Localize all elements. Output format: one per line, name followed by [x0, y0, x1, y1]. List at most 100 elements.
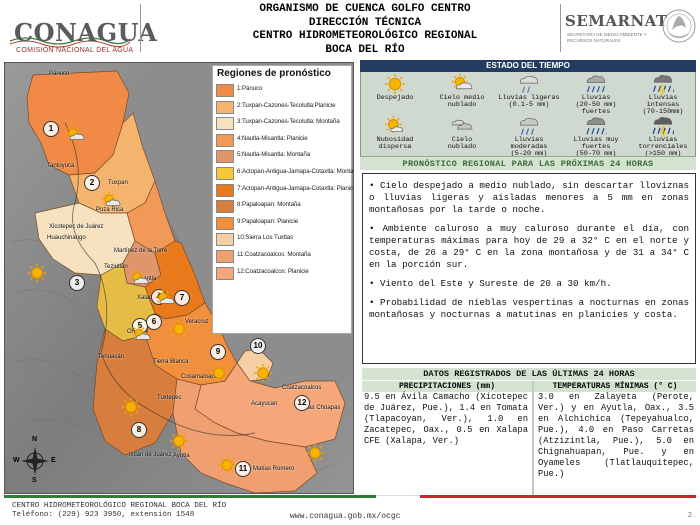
- legend-swatch: [216, 216, 234, 230]
- map-place-label: Ayutla: [173, 453, 190, 459]
- sun-icon: [169, 431, 189, 456]
- legend-entry: 4:Nautla-Misantla: Planicie: [213, 132, 351, 149]
- weather-key-item: Lluvias (20-50 mm) fuertes: [563, 73, 629, 119]
- legend-swatch: [216, 183, 234, 197]
- map-place-label: Poza Rica: [96, 207, 124, 213]
- weather-key-label: Lluvias (20-50 mm) fuertes: [575, 94, 617, 116]
- forecast-region-map: N S E W Pánuco Tantoyuca Tuxpan Poza Rica Xi…: [4, 62, 354, 494]
- legend-entry: 6:Actopan-Antigua-Jamapa-Cotaxtla: Monta…: [213, 165, 354, 182]
- footer-url[interactable]: www.conagua.gob.mx/ocgc: [290, 512, 401, 521]
- legend-label: 4:Nautla-Misantla: Planicie: [237, 134, 308, 142]
- region-marker: 11: [235, 461, 251, 477]
- intense-rain-icon: [630, 73, 696, 95]
- footer-stripe-white: [376, 495, 420, 498]
- legend-label: 12:Coatzacoalcos: Planicie: [237, 267, 309, 275]
- regional-forecast-title: PRONÓSTICO REGIONAL PARA LAS PRÓXIMAS 24…: [360, 156, 696, 170]
- legend-swatch: [216, 133, 234, 147]
- national-seal-icon: [662, 9, 696, 43]
- header-title-block: ORGANISMO DE CUENCA GOLFO CENTRO DIRECCI…: [200, 3, 530, 57]
- weather-key-item: Lluvias torrenciales (>150 mm): [630, 115, 696, 161]
- legend-label: 1:Pánuco: [237, 85, 263, 92]
- footer-phone: Teléfono: (229) 923 3950, extensión 1548: [12, 511, 195, 519]
- conagua-logo-graphic: [9, 37, 131, 48]
- map-place-label: Xalapa: [137, 295, 156, 301]
- sun-icon: [253, 363, 273, 388]
- torrential-rain-icon: [630, 115, 696, 137]
- header-separator-right: [560, 4, 561, 52]
- semarnat-logo-text: SEMARNAT: [565, 12, 668, 30]
- sun-icon: [121, 397, 141, 422]
- map-place-label: Veracruz: [185, 319, 209, 325]
- footer-organization: CENTRO HIDROMETEOROLÓGICO REGIONAL BOCA …: [12, 502, 226, 520]
- sun-icon: [362, 73, 428, 95]
- data-column-separator: [532, 381, 534, 497]
- map-place-label: Martínez de la Torre: [114, 248, 168, 254]
- legend-entry: 9:Papaloapan: Planicie: [213, 215, 351, 232]
- sun-icon: [305, 443, 325, 468]
- weather-key-label: Lluvias moderadas (5-20 mm): [510, 136, 548, 158]
- min-temperature-header: TEMPERATURAS MÍNIMAS (° C): [534, 381, 696, 392]
- semarnat-logo: SEMARNAT SECRETARÍA DE MEDIO AMBIENTE Y …: [565, 6, 667, 50]
- region-marker: 3: [69, 275, 85, 291]
- compass-north-label: N: [32, 436, 38, 443]
- light-rain-icon: [496, 73, 562, 95]
- legend-label: 3:Tuxpan-Cazones-Tecolutla: Montaña: [237, 118, 340, 126]
- very-heavy-rain-icon: [563, 115, 629, 137]
- legend-swatch: [216, 117, 234, 131]
- weather-key-item: Lluvias intensas (70-150mm): [630, 73, 696, 119]
- conagua-logo: CONAGUA COMISIÓN NACIONAL DEL AGUA: [6, 8, 157, 54]
- map-place-label: Tierra Blanca: [153, 359, 189, 365]
- weather-key-label: Cielo nublado: [447, 136, 477, 151]
- sun-cloud-icon: [129, 269, 149, 294]
- sun-cloud-icon: [101, 191, 121, 216]
- moderate-rain-icon: [496, 115, 562, 137]
- sun-cloud-icon: [155, 289, 175, 314]
- legend-swatch: [216, 200, 234, 214]
- semarnat-logo-subtitle: SECRETARÍA DE MEDIO AMBIENTE Y RECURSOS …: [567, 32, 647, 43]
- region-marker: 9: [210, 344, 226, 360]
- legend-entry: 3:Tuxpan-Cazones-Tecolutla: Montaña: [213, 115, 351, 132]
- weather-key-item: Cielo medio nublado: [429, 73, 495, 119]
- legend-swatch: [216, 166, 234, 180]
- weather-key-label: Nubosidad dispersa: [376, 136, 414, 151]
- weather-key-item: Despejado: [362, 73, 428, 119]
- weather-key-label: Lluvias ligeras (0.1-5 mm): [498, 94, 560, 109]
- conagua-logo-subtitle: COMISIÓN NACIONAL DEL AGUA: [16, 47, 134, 54]
- footer-org-name: CENTRO HIDROMETEOROLÓGICO REGIONAL BOCA …: [12, 502, 227, 510]
- legend-swatch: [216, 100, 234, 114]
- map-place-label: Acayucan: [251, 401, 278, 407]
- map-place-label: Las Choapas: [305, 405, 341, 411]
- footer-stripe-green: [4, 495, 376, 498]
- conagua-logo-text: CONAGUA: [14, 18, 158, 47]
- weather-key-item: Nubosidad dispersa: [362, 115, 428, 161]
- compass-rose: [21, 447, 49, 475]
- precipitation-header: PRECIPITACIONES (mm): [362, 381, 532, 392]
- legend-entry: 10:Sierra Los Tuxtlas: [213, 231, 351, 248]
- weather-key-label: Cielo medio nublado: [439, 94, 485, 109]
- region-marker: 1: [43, 121, 59, 137]
- map-place-label: Tantoyuca: [47, 163, 75, 169]
- legend-label: 9:Papaloapan: Planicie: [237, 217, 299, 225]
- compass-east-label: E: [51, 457, 56, 464]
- map-place-label: Teziutlán: [104, 264, 128, 270]
- legend-entry: 7:Actopan-Antigua-Jamapa-Cotaxtla: Plani…: [213, 182, 354, 199]
- region-marker: 7: [174, 290, 190, 306]
- forecast-paragraph-1: • Cielo despejado a medio nublado, sin d…: [369, 180, 689, 215]
- header-line-3: CENTRO HIDROMETEOROLÓGICO REGIONAL: [252, 30, 478, 42]
- legend-entries: 1:Pánuco 2:Tuxpan-Cazones-Tecolutla:Plani…: [213, 82, 354, 281]
- sun-icon: [27, 263, 47, 288]
- heavy-rain-icon: [563, 73, 629, 95]
- legend-swatch: [216, 150, 234, 164]
- map-place-label: Huauchinango: [47, 235, 86, 241]
- region-marker: 8: [131, 422, 147, 438]
- header-line-4: BOCA DEL RÍO: [325, 43, 405, 56]
- header-line-1: ORGANISMO DE CUENCA GOLFO CENTRO: [259, 3, 471, 15]
- min-temperature-text: 3.0 en Zalayeta (Perote, Ver.) y en Ayut…: [538, 392, 694, 479]
- legend-label: 7:Actopan-Antigua-Jamapa-Cotaxtla: Plani…: [237, 184, 354, 192]
- legend-label: 6:Actopan-Antigua-Jamapa-Cotaxtla: Monta…: [237, 167, 354, 175]
- legend-swatch: [216, 84, 234, 97]
- legend-title: Regiones de pronóstico: [217, 68, 331, 79]
- weather-key-item: Lluvias moderadas (5-20 mm): [496, 115, 562, 161]
- map-place-label: Pánuco: [49, 71, 70, 77]
- forecast-paragraph-2: • Ambiente caluroso a muy caluroso duran…: [369, 223, 689, 270]
